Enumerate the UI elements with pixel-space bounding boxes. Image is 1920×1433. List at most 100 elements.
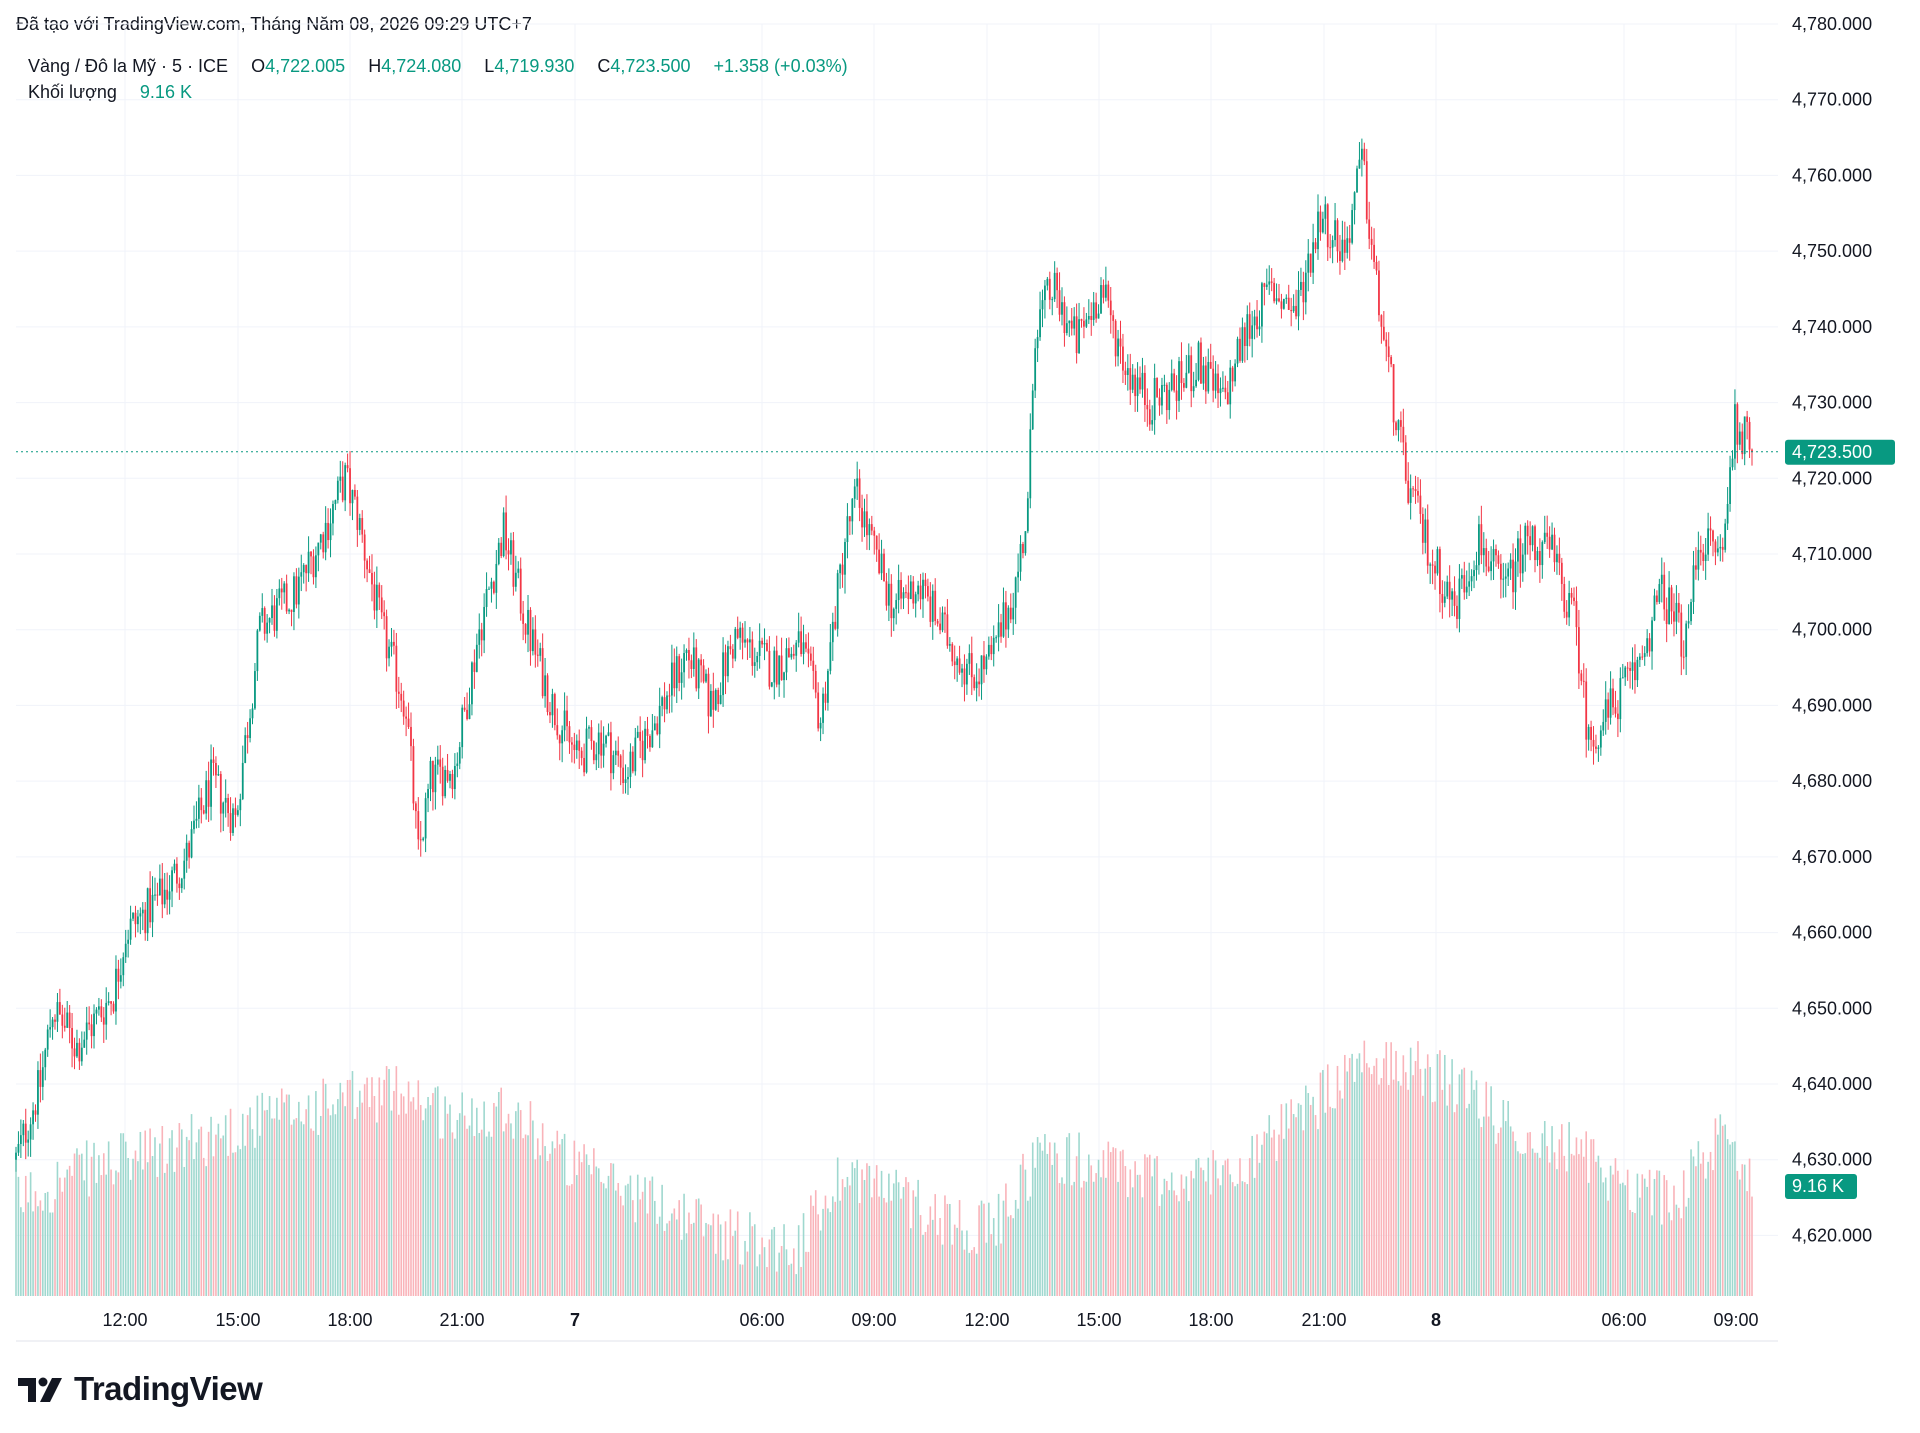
candlesticks (15, 138, 1753, 1172)
volume-label[interactable]: Khối lượng (28, 82, 117, 102)
volume-bar (1419, 1068, 1422, 1296)
volume-bar (127, 1157, 129, 1296)
candle-body (1704, 554, 1707, 561)
volume-bar (639, 1199, 641, 1296)
volume-bar (1651, 1215, 1653, 1296)
volume-bar (1431, 1102, 1434, 1296)
volume-bar (1507, 1101, 1509, 1296)
volume-bar (249, 1107, 251, 1296)
volume-bar (193, 1159, 195, 1296)
price-axis[interactable]: 4,780.000 4,770.000 4,760.000 4,750.000 4,74… (1792, 14, 1872, 1245)
volume-bar (102, 1153, 105, 1296)
candle-body (1070, 320, 1073, 329)
candle-body (37, 1070, 39, 1115)
volume-bar (227, 1155, 229, 1296)
price-tick-label: 4,680.000 (1792, 771, 1872, 791)
candle-body (15, 1152, 17, 1160)
candle-body (517, 568, 520, 573)
last-price-tag: 4,723.500 (1785, 439, 1895, 465)
volume-bar (259, 1135, 261, 1296)
volume-bar (668, 1220, 671, 1296)
volume-bar (1422, 1095, 1424, 1296)
volume-bar (1207, 1157, 1210, 1296)
time-tick-label: 7 (570, 1310, 580, 1330)
volume-bar (522, 1138, 524, 1296)
volume-bar (332, 1104, 334, 1296)
candle-body (1582, 680, 1585, 682)
volume-bar (278, 1119, 281, 1296)
candle-body (1197, 342, 1200, 380)
candle-body (1553, 534, 1556, 563)
volume-bar (466, 1128, 468, 1296)
candle-body (1156, 378, 1158, 398)
volume-bar (568, 1185, 571, 1296)
volume-bar (1044, 1134, 1046, 1296)
candle-body (600, 732, 603, 756)
candle-body (1117, 338, 1119, 357)
volume-bar (654, 1200, 656, 1296)
candle-body (95, 1009, 98, 1014)
candle-body (458, 747, 461, 764)
candle-body (1424, 519, 1427, 543)
candle-body (76, 1042, 78, 1057)
candle-body (193, 820, 195, 830)
volume-bar (290, 1124, 293, 1296)
volume-bar (1361, 1072, 1363, 1296)
candle-body (485, 589, 488, 607)
volume-bar (1383, 1058, 1385, 1296)
candle-body (1741, 431, 1744, 455)
candle-body (1053, 272, 1056, 300)
candle-body (1329, 247, 1332, 249)
time-axis[interactable]: 12:00 15:00 18:00 21:00 7 06:00 09:00 12:00 15:0… (102, 1310, 1758, 1330)
candle-body (1107, 284, 1110, 301)
candle-body (1651, 620, 1653, 652)
candle-body (1163, 384, 1166, 386)
volume-bar (1100, 1177, 1102, 1296)
candle-body (961, 668, 963, 673)
symbol-name[interactable]: Vàng / Đô la Mỹ · 5 · ICE (28, 56, 229, 76)
volume-bar (1546, 1146, 1548, 1296)
candle-body (1590, 726, 1592, 740)
high-label: H (368, 56, 382, 76)
candle-body (1251, 325, 1254, 339)
volume-bar (1504, 1121, 1507, 1296)
candle-body (1231, 367, 1234, 382)
candle-body (110, 1001, 112, 1004)
candle-body (748, 639, 751, 643)
candle-body (1690, 602, 1692, 622)
candle-body (680, 672, 683, 683)
candle-body (1002, 602, 1005, 637)
volume-bar (134, 1150, 137, 1296)
volume-bar (273, 1118, 276, 1296)
candle-body (122, 957, 125, 976)
volume-bar (1278, 1134, 1280, 1296)
volume-bar (1068, 1133, 1071, 1296)
volume-bar (539, 1155, 542, 1296)
candle-body (1319, 211, 1322, 233)
volume-tag-text: 9.16 K (1792, 1176, 1844, 1196)
volume-bar (693, 1222, 695, 1296)
volume-bar (1197, 1157, 1200, 1296)
candle-body (349, 468, 351, 504)
candle-body (85, 1022, 88, 1040)
candle-body (107, 1001, 110, 1003)
candle-body (1519, 538, 1522, 574)
volume-bar (1205, 1181, 1207, 1296)
volume-bar (914, 1196, 917, 1296)
tradingview-logo[interactable]: TradingView (16, 1370, 263, 1408)
candle-body (1141, 372, 1144, 390)
candle-body (1304, 272, 1307, 303)
candle-body (129, 918, 132, 940)
volume-bar (851, 1162, 854, 1296)
volume-bar (66, 1169, 69, 1296)
candle-body (1434, 565, 1436, 574)
volume-bar (76, 1148, 78, 1296)
volume-bar (597, 1168, 600, 1296)
volume-bar (1353, 1081, 1356, 1296)
candle-body (1083, 320, 1085, 327)
candle-body (887, 583, 890, 606)
volume-bar (351, 1071, 354, 1296)
volume-bar (688, 1212, 690, 1296)
volume-bar (1663, 1175, 1666, 1296)
